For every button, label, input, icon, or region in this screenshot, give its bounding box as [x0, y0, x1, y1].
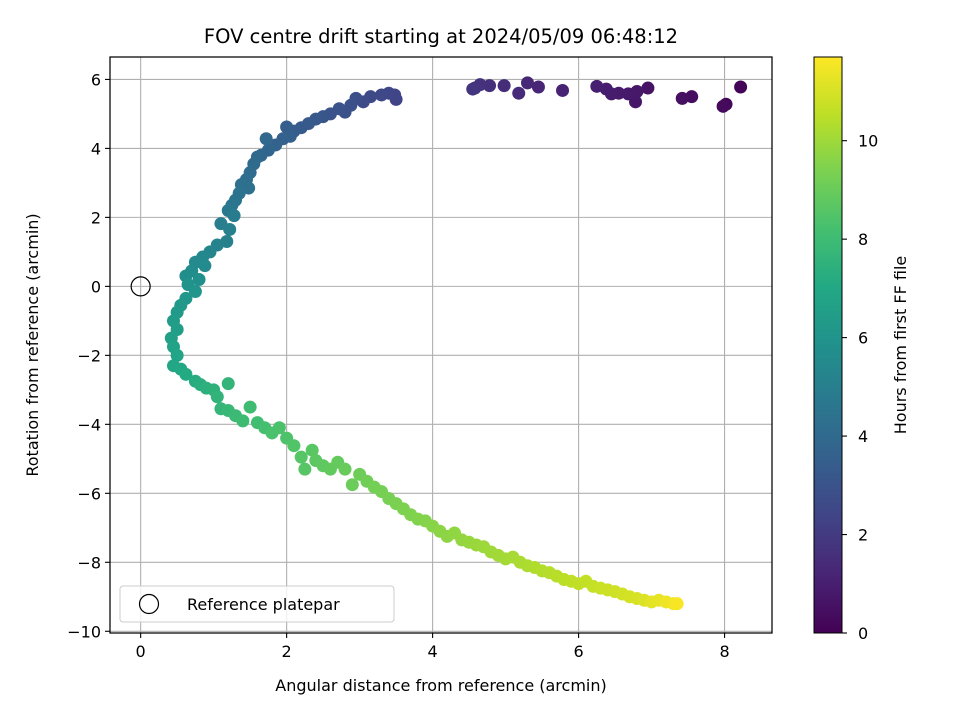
- x-tick-label: 6: [573, 642, 583, 661]
- scatter-point: [223, 222, 237, 236]
- colorbar-tick-label: 0: [858, 624, 868, 643]
- scatter-point: [497, 79, 511, 93]
- scatter-point: [338, 462, 352, 476]
- scatter-point: [670, 597, 684, 611]
- reference-marker-group: [130, 276, 151, 297]
- scatter-point: [179, 367, 193, 381]
- scatter-point: [188, 285, 202, 299]
- x-tick-label: 4: [428, 642, 438, 661]
- scatter-point: [305, 443, 319, 457]
- colorbar-tick-label: 2: [858, 526, 868, 545]
- axes: 0 2 4 6 8 −10 −8 −6 −4 −2 0 2 4 6: [67, 70, 729, 661]
- scatter-point: [466, 82, 480, 96]
- colorbar-ticks: 0 2 4 6 8 10: [842, 132, 878, 643]
- legend-reference-marker: [138, 593, 160, 615]
- colorbar-tick-label: 10: [858, 132, 878, 151]
- scatter-point: [221, 377, 235, 391]
- scatter-point: [170, 348, 184, 362]
- scatter-point: [345, 478, 359, 492]
- scatter-point: [641, 81, 655, 95]
- scatter-series: [164, 76, 748, 611]
- y-tick-label: −8: [77, 553, 101, 572]
- colorbar-tick-label: 8: [858, 230, 868, 249]
- scatter-point: [512, 86, 526, 100]
- y-tick-label: 6: [91, 70, 101, 89]
- scatter-point: [243, 400, 257, 414]
- chart-title: FOV centre drift starting at 2024/05/09 …: [204, 25, 678, 48]
- scatter-point: [236, 414, 250, 428]
- y-axis-label: Rotation from reference (arcmin): [23, 213, 42, 476]
- scatter-point: [375, 88, 389, 102]
- reference-platepar-marker: [130, 276, 151, 297]
- scatter-point: [259, 132, 273, 146]
- scatter-point: [531, 80, 545, 94]
- plot-frame: [109, 56, 773, 634]
- scatter-point: [298, 462, 312, 476]
- scatter-point: [198, 259, 212, 273]
- scatter-point: [210, 390, 224, 404]
- y-tick-label: −10: [67, 622, 101, 641]
- grid: [110, 57, 772, 633]
- y-tick-label: 0: [91, 277, 101, 296]
- scatter-point: [242, 181, 256, 195]
- colorbar-label: Hours from first FF file: [891, 256, 910, 435]
- scatter-point: [556, 83, 570, 97]
- y-tick-label: 4: [91, 139, 101, 158]
- scatter-point: [483, 79, 497, 93]
- scatter-point: [294, 450, 308, 464]
- y-tick-label: −4: [77, 415, 101, 434]
- legend: Reference platepar: [119, 585, 395, 623]
- x-axis-label: Angular distance from reference (arcmin): [275, 676, 606, 695]
- scatter-point: [192, 272, 206, 286]
- scatter-point: [716, 99, 730, 113]
- x-tick-label: 0: [136, 642, 146, 661]
- x-tick-label: 2: [282, 642, 292, 661]
- legend-box: [119, 585, 395, 623]
- x-tick-label: 8: [719, 642, 729, 661]
- scatter-point: [520, 76, 534, 90]
- y-tick-label: −2: [77, 346, 101, 365]
- scatter-point: [734, 80, 748, 94]
- colorbar: 0 2 4 6 8 10 Hours from first FF file: [813, 56, 910, 643]
- colorbar-tick-label: 6: [858, 329, 868, 348]
- legend-reference-label: Reference platepar: [187, 595, 340, 614]
- scatter-point: [272, 421, 286, 435]
- scatter-point: [287, 439, 301, 453]
- y-tick-label: 2: [91, 208, 101, 227]
- scatter-point: [621, 87, 635, 101]
- colorbar-tick-label: 4: [858, 427, 868, 446]
- scatter-point: [675, 91, 689, 105]
- scatter-point: [590, 79, 604, 93]
- colorbar-gradient: [813, 56, 843, 634]
- y-tick-label: −6: [77, 484, 101, 503]
- scatter-point: [227, 209, 241, 223]
